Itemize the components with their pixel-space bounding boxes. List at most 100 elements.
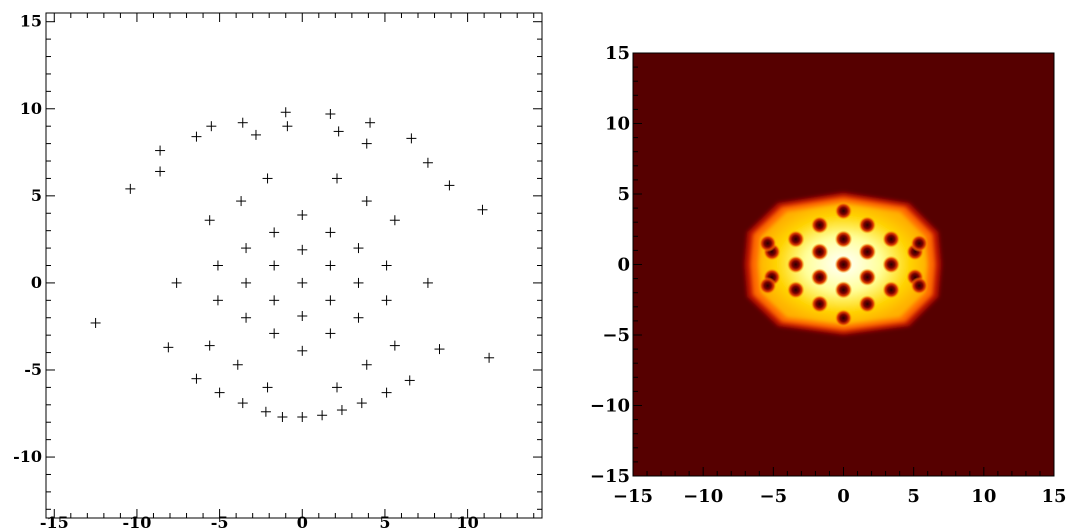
x-tick-label: 0 (297, 513, 308, 530)
scatter-point (484, 352, 495, 363)
vortex-core (858, 216, 877, 234)
vortex-core (810, 268, 829, 286)
scatter-point (444, 180, 455, 191)
vortex-core (834, 281, 853, 299)
scatter-point (212, 295, 223, 306)
scatter-y-tick-labels: -10 -5 0 5 10 15 (13, 12, 42, 466)
vortex-core (810, 243, 829, 261)
scatter-point (269, 328, 280, 339)
x-tick-label: 0 (837, 486, 850, 507)
scatter-panel: -15 -10 -5 0 5 10 -10 -5 0 5 10 15 (13, 12, 543, 530)
vortex-core (759, 276, 777, 295)
vortex-core (834, 202, 853, 220)
heatmap-panel: −15 −10 −5 0 5 10 15 −15 −10 −5 0 5 10 15 (590, 43, 1067, 507)
vortex-core (910, 276, 928, 295)
vortex-core (858, 295, 877, 313)
scatter-point (333, 126, 344, 137)
vortex-core (810, 216, 829, 234)
scatter-point (297, 277, 308, 288)
scatter-x-tick-labels: -15 -10 -5 0 5 10 (40, 513, 479, 530)
y-tick-label: 5 (31, 186, 42, 205)
scatter-point (241, 312, 252, 323)
vortex-cores (759, 202, 928, 327)
y-tick-label: 0 (31, 273, 42, 292)
scatter-point (325, 328, 336, 339)
scatter-plot-frame (45, 12, 543, 519)
scatter-point (331, 173, 342, 184)
scatter-point (163, 342, 174, 353)
x-tick-label: −15 (613, 486, 653, 507)
y-tick-label: −15 (590, 466, 630, 487)
scatter-point (155, 166, 166, 177)
vortex-core (882, 255, 900, 274)
scatter-point (356, 398, 367, 409)
scatter-point (325, 295, 336, 306)
scatter-point (404, 375, 415, 386)
x-tick-label: 5 (379, 513, 390, 530)
x-tick-label: -5 (211, 513, 229, 530)
scatter-point (282, 121, 293, 132)
scatter-point (125, 183, 136, 194)
vortex-core (834, 255, 853, 274)
scatter-point (277, 412, 288, 422)
x-tick-label: 15 (1041, 486, 1066, 507)
y-tick-label: -10 (13, 447, 42, 466)
heatmap-x-tick-labels: −15 −10 −5 0 5 10 15 (613, 486, 1067, 507)
scatter-point (365, 117, 376, 128)
scatter-point (422, 157, 433, 168)
scatter-point (381, 260, 392, 271)
x-tick-label: -15 (40, 513, 69, 530)
scatter-point (262, 173, 273, 184)
scatter-point (250, 129, 261, 140)
vortex-core (787, 230, 805, 248)
scatter-points (90, 107, 495, 422)
scatter-point (389, 215, 400, 226)
x-tick-label: -10 (122, 513, 151, 530)
x-tick-label: −10 (683, 486, 723, 507)
scatter-point (206, 121, 217, 132)
vortex-core (834, 309, 853, 327)
scatter-point (331, 382, 342, 393)
scatter-point (361, 196, 372, 207)
scatter-point (262, 382, 273, 393)
scatter-point (434, 344, 445, 355)
y-tick-label: -5 (24, 360, 42, 379)
scatter-point (381, 295, 392, 306)
y-tick-label: 15 (605, 43, 630, 64)
scatter-point (297, 345, 308, 356)
heatmap-axis-ticks (632, 52, 1055, 477)
vortex-core (882, 281, 900, 299)
scatter-point (297, 244, 308, 255)
scatter-point (325, 227, 336, 238)
scatter-point (260, 406, 271, 417)
y-tick-label: 0 (617, 255, 630, 276)
scatter-point (325, 109, 336, 119)
scatter-point (297, 210, 308, 220)
scatter-point (237, 398, 248, 409)
scatter-point (269, 295, 280, 306)
scatter-point (236, 196, 247, 207)
scatter-point (214, 387, 225, 398)
scatter-point (241, 277, 252, 288)
vortex-core (858, 268, 877, 286)
heatmap-field (744, 192, 942, 335)
scatter-point (155, 145, 166, 156)
scatter-point (381, 387, 392, 398)
scatter-point (336, 405, 347, 416)
scatter-point (317, 410, 328, 421)
x-tick-label: 5 (907, 486, 920, 507)
scatter-point (389, 340, 400, 351)
scatter-point (90, 317, 101, 328)
y-tick-label: 15 (20, 12, 42, 31)
y-tick-label: −5 (602, 325, 630, 346)
y-tick-label: −10 (590, 396, 630, 417)
scatter-point (171, 277, 182, 288)
vortex-core (787, 255, 805, 274)
x-tick-label: 10 (456, 513, 478, 530)
scatter-point (406, 133, 417, 144)
scatter-point (280, 107, 291, 118)
scatter-point (232, 359, 243, 370)
scatter-point (204, 215, 215, 226)
y-tick-label: 10 (20, 99, 42, 118)
x-tick-label: 10 (971, 486, 996, 507)
